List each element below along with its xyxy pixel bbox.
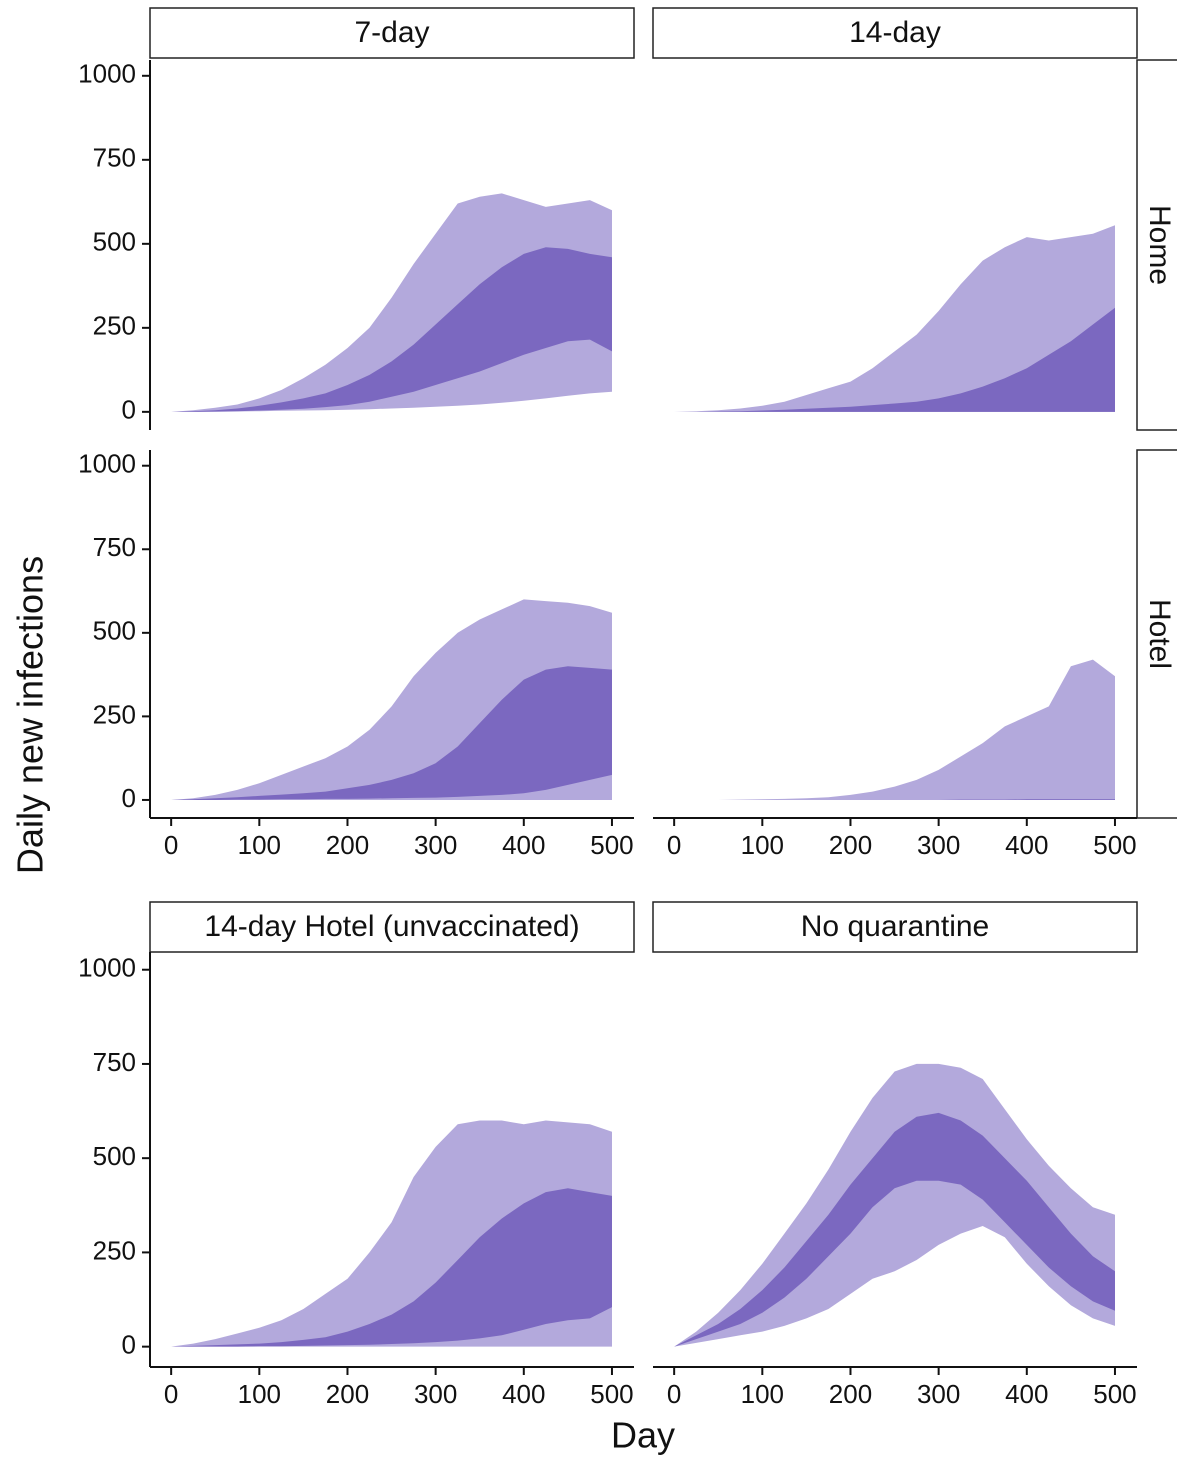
x-tick-label: 0: [667, 1379, 681, 1409]
y-tick-label: 500: [93, 616, 136, 646]
band-area: [171, 247, 612, 412]
strip-box: [652, 7, 1138, 59]
strip-label: 14-day Hotel (unvaccinated): [204, 910, 579, 943]
x-tick-label: 500: [590, 1379, 633, 1409]
y-tick-label: 1000: [78, 449, 136, 479]
x-tick-label: 300: [414, 1379, 457, 1409]
x-tick-label: 300: [414, 830, 457, 860]
y-tick-label: 750: [93, 1047, 136, 1077]
x-tick-label: 100: [741, 1379, 784, 1409]
strip-box: [149, 7, 635, 59]
x-tick-label: 100: [238, 1379, 281, 1409]
y-tick-label: 250: [93, 1235, 136, 1265]
strip-box: [1136, 449, 1177, 819]
x-tick-label: 100: [741, 830, 784, 860]
x-tick-label: 500: [1093, 830, 1136, 860]
strip-label: 14-day: [849, 16, 941, 49]
band-area: [171, 1188, 612, 1347]
strip-label: Home: [1143, 205, 1176, 285]
x-tick-label: 200: [829, 1379, 872, 1409]
y-tick-label: 0: [122, 783, 136, 813]
band-area: [674, 1112, 1115, 1347]
x-tick-label: 400: [1005, 830, 1048, 860]
y-tick-label: 750: [93, 532, 136, 562]
y-tick-label: 1000: [78, 953, 136, 983]
x-tick-label: 500: [590, 830, 633, 860]
y-tick-label: 250: [93, 699, 136, 729]
x-tick-label: 0: [164, 1379, 178, 1409]
x-tick-label: 300: [917, 830, 960, 860]
strip-label: 7-day: [354, 16, 429, 49]
x-tick-label: 0: [667, 830, 681, 860]
x-tick-label: 400: [1005, 1379, 1048, 1409]
band-area: [674, 225, 1115, 412]
strip-label: No quarantine: [801, 910, 989, 943]
band-area: [674, 659, 1115, 800]
y-tick-label: 750: [93, 143, 136, 173]
strip-box: [149, 901, 635, 953]
strip-label: Hotel: [1143, 599, 1176, 669]
band-area: [674, 799, 1115, 800]
y-tick-label: 500: [93, 227, 136, 257]
x-tick-label: 500: [1093, 1379, 1136, 1409]
x-tick-label: 300: [917, 1379, 960, 1409]
strip-box: [1136, 59, 1177, 431]
x-tick-label: 200: [326, 830, 369, 860]
x-tick-label: 0: [164, 830, 178, 860]
x-tick-label: 400: [502, 830, 545, 860]
band-area: [674, 1063, 1115, 1347]
y-tick-label: 250: [93, 311, 136, 341]
x-tick-label: 100: [238, 830, 281, 860]
x-axis-label: Day: [611, 1415, 675, 1456]
y-axis-label: Daily new infections: [10, 556, 51, 874]
x-tick-label: 400: [502, 1379, 545, 1409]
band-area: [171, 666, 612, 800]
x-tick-label: 200: [829, 830, 872, 860]
y-tick-label: 0: [122, 395, 136, 425]
y-tick-label: 1000: [78, 59, 136, 89]
y-tick-label: 0: [122, 1330, 136, 1360]
y-tick-label: 500: [93, 1141, 136, 1171]
band-area: [674, 307, 1115, 412]
x-tick-label: 200: [326, 1379, 369, 1409]
strip-box: [652, 901, 1138, 953]
